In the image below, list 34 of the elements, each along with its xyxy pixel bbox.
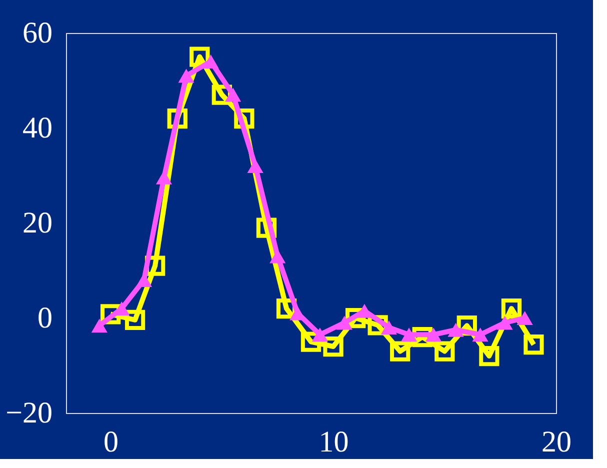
- y-tick-label: −20: [6, 396, 52, 430]
- point: [178, 68, 194, 83]
- point: [390, 341, 410, 362]
- point: [412, 326, 432, 348]
- x-tick-label: 0: [104, 426, 119, 458]
- point: [496, 316, 513, 330]
- point: [448, 322, 464, 337]
- y-tick-label: 20: [22, 206, 52, 240]
- y-tick-label: 0: [38, 302, 52, 334]
- point: [524, 334, 544, 355]
- point: [323, 336, 344, 357]
- point: [380, 320, 398, 334]
- point: [224, 88, 242, 102]
- point: [472, 328, 488, 342]
- y-tick-label: 40: [22, 112, 52, 144]
- point: [425, 328, 442, 342]
- point: [270, 249, 286, 264]
- point: [479, 346, 500, 366]
- point: [336, 316, 352, 330]
- point: [124, 310, 146, 330]
- point: [434, 341, 455, 362]
- point: [501, 298, 522, 319]
- point: [312, 328, 328, 342]
- point: [300, 332, 322, 352]
- y-tick-label: 60: [22, 16, 52, 50]
- point: [190, 46, 210, 67]
- point: [345, 308, 366, 328]
- x-tick-label: 10: [318, 426, 349, 458]
- point: [202, 54, 219, 68]
- point: [400, 328, 418, 342]
- point: [516, 311, 533, 325]
- point: [247, 159, 264, 173]
- point: [91, 318, 108, 333]
- x-tick-label: 20: [542, 426, 572, 458]
